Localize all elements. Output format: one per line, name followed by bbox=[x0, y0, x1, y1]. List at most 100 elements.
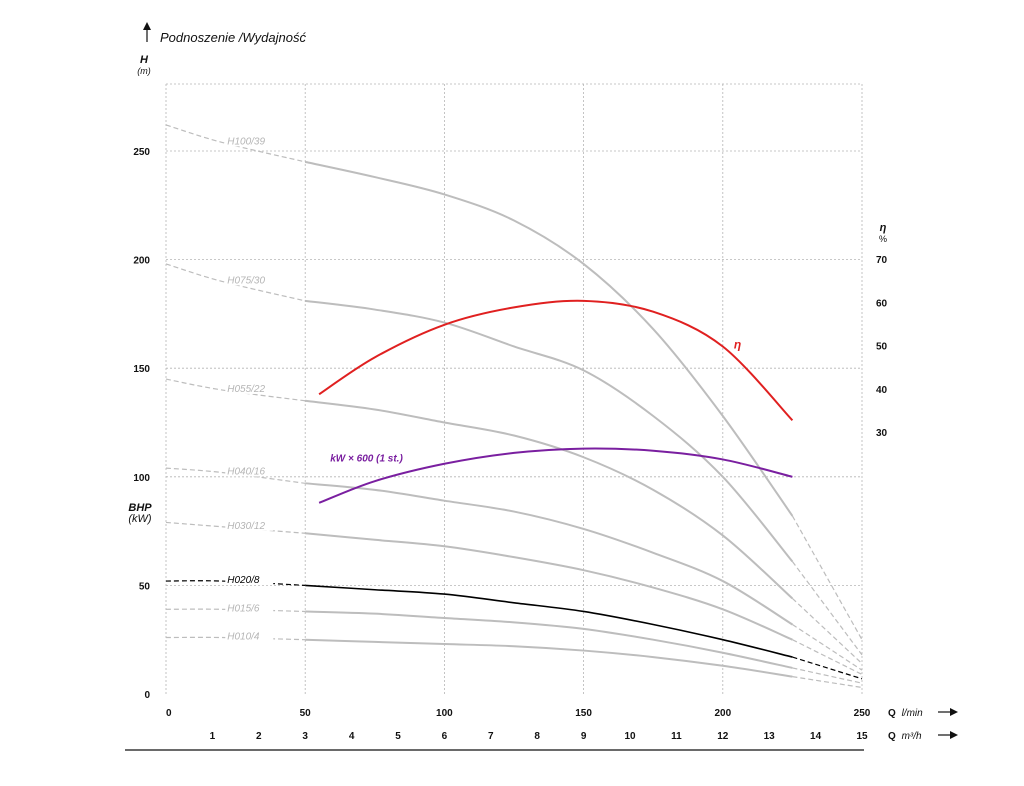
x2-tick-label: 3 bbox=[302, 731, 308, 742]
title-arrow-icon bbox=[143, 22, 151, 42]
series-label-bg bbox=[225, 573, 274, 586]
x2-tick-label: 10 bbox=[624, 731, 636, 742]
x2-tick-label: 5 bbox=[395, 731, 401, 742]
series-dashed-start bbox=[165, 608, 306, 613]
x-tick-label: 50 bbox=[300, 708, 312, 719]
power-label: kW × 600 (1 st.) bbox=[330, 454, 403, 465]
series-label: H055/22 bbox=[227, 384, 265, 395]
series-label-bg bbox=[225, 518, 274, 531]
eta-tick-label: 50 bbox=[876, 342, 888, 353]
series-dashed-start bbox=[165, 263, 306, 302]
x-tick-labels-lmin: 0 50 100 150 200 250 bbox=[166, 708, 871, 719]
series-label-bg bbox=[225, 273, 274, 286]
x-tick-label: 200 bbox=[714, 708, 731, 719]
series-label: H020/8 bbox=[227, 575, 260, 586]
x2-axis-arrow-icon bbox=[938, 731, 958, 739]
y-tick-label: 100 bbox=[133, 473, 150, 484]
x-axis-label-m3h: Q m³/h bbox=[888, 731, 922, 742]
series-label-bg bbox=[225, 464, 274, 477]
series-label-bg bbox=[225, 601, 274, 614]
series-dashed-start bbox=[165, 467, 306, 484]
efficiency-label: η bbox=[734, 338, 741, 352]
y-tick-label: 0 bbox=[144, 690, 150, 701]
eta-tick-label: 40 bbox=[876, 385, 888, 396]
series-line bbox=[305, 584, 793, 658]
y-tick-label: 250 bbox=[133, 147, 150, 158]
series-label-bg bbox=[225, 381, 274, 394]
series-line bbox=[305, 638, 793, 678]
x2-tick-label: 14 bbox=[810, 731, 822, 742]
series-label: H010/4 bbox=[227, 632, 260, 643]
efficiency-curve bbox=[318, 299, 794, 422]
x-tick-label: 100 bbox=[436, 708, 453, 719]
series-label-bg bbox=[225, 134, 274, 147]
x-axis-q-m3h: Q bbox=[888, 731, 896, 742]
x2-tick-label: 8 bbox=[534, 731, 540, 742]
x2-tick-label: 11 bbox=[671, 731, 682, 742]
series-dashed-end bbox=[792, 667, 863, 684]
x-axis-unit-m3h: m³/h bbox=[902, 731, 922, 742]
series-dashed-end bbox=[792, 623, 863, 671]
series-H040-16 bbox=[165, 467, 863, 671]
series-H100-39 bbox=[165, 124, 863, 640]
y-axis-unit: (m) bbox=[137, 66, 151, 76]
series-line bbox=[305, 299, 794, 563]
x-axis-q-lmin: Q bbox=[888, 708, 896, 719]
y-tick-label: 50 bbox=[139, 581, 151, 592]
series-dashed-end bbox=[792, 639, 863, 675]
curve-labels: H100/39 H075/30 H055/22 H040/16 H030/12 H020/… bbox=[225, 134, 741, 643]
series-label: H030/12 bbox=[227, 521, 265, 532]
y-tick-label: 150 bbox=[133, 364, 150, 375]
bhp-axis-label: BHP bbox=[128, 502, 152, 514]
eta-tick-label: 70 bbox=[876, 255, 888, 266]
series-H015-6 bbox=[165, 608, 863, 684]
series-label-bg bbox=[225, 629, 274, 642]
eta-tick-labels: 30 40 50 60 70 bbox=[876, 255, 888, 439]
bhp-axis-unit: (kW) bbox=[128, 513, 152, 525]
series-dashed-start bbox=[165, 124, 306, 163]
series-line bbox=[305, 610, 793, 669]
x-tick-label: 250 bbox=[854, 708, 871, 719]
x-tick-labels-m3h: 1 2 3 4 5 6 7 8 9 10 11 12 13 14 15 bbox=[210, 731, 868, 742]
series-label: H100/39 bbox=[227, 136, 265, 147]
chart-title: Podnoszenie /Wydajność bbox=[160, 30, 306, 45]
series-dashed-start bbox=[165, 636, 306, 641]
x2-tick-label: 4 bbox=[349, 731, 355, 742]
series-H030-12 bbox=[165, 521, 863, 675]
series-dashed-start bbox=[165, 580, 306, 586]
y-tick-labels: 0 50 100 150 200 250 bbox=[133, 147, 150, 701]
x-tick-label: 0 bbox=[166, 708, 172, 719]
series-dashed-start bbox=[165, 378, 306, 402]
eta-axis-unit: % bbox=[879, 234, 887, 244]
eta-tick-label: 60 bbox=[876, 298, 888, 309]
series-line bbox=[305, 482, 793, 626]
series-line bbox=[305, 399, 794, 600]
grid bbox=[165, 83, 863, 694]
series-label: H040/16 bbox=[227, 466, 265, 477]
series-dashed-end bbox=[792, 656, 863, 680]
power-curve bbox=[318, 447, 793, 504]
series-H075-30 bbox=[165, 263, 863, 656]
series-dashed-end bbox=[792, 676, 863, 689]
series-label: H075/30 bbox=[227, 275, 265, 286]
series-dashed-end bbox=[791, 515, 863, 640]
x2-tick-label: 9 bbox=[581, 731, 587, 742]
x-tick-label: 150 bbox=[575, 708, 592, 719]
x2-tick-label: 15 bbox=[856, 731, 868, 742]
x2-tick-label: 6 bbox=[442, 731, 448, 742]
x2-tick-label: 13 bbox=[764, 731, 776, 742]
x2-tick-label: 2 bbox=[256, 731, 262, 742]
series-dashed-start bbox=[165, 521, 306, 534]
y-axis-label: H bbox=[140, 54, 149, 66]
series-line bbox=[305, 532, 793, 641]
x-axis-unit-lmin: l/min bbox=[902, 708, 924, 719]
series-H020-8 bbox=[165, 580, 863, 680]
x-axis-label-lmin: Q l/min bbox=[888, 708, 923, 719]
series-line bbox=[304, 160, 794, 517]
eta-tick-label: 30 bbox=[876, 428, 888, 439]
y-tick-label: 200 bbox=[133, 256, 150, 267]
x2-tick-label: 1 bbox=[210, 731, 216, 742]
x2-tick-label: 7 bbox=[488, 731, 494, 742]
series-H055-22 bbox=[165, 378, 863, 665]
